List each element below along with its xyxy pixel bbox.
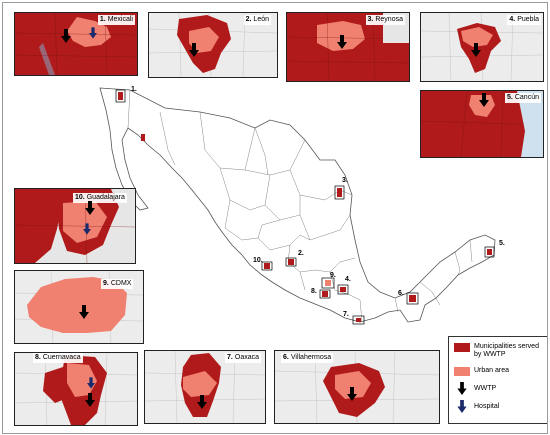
map-site-leon	[285, 257, 297, 267]
map-site-cuernavaca	[319, 289, 331, 299]
map-label-8: 8.	[311, 288, 317, 295]
legend-swatch	[454, 367, 470, 376]
wwtp-icon	[79, 305, 89, 319]
wwtp-icon	[189, 43, 199, 57]
legend-swatch	[454, 343, 470, 352]
map-label-6: 6.	[398, 290, 404, 297]
map-label-2: 2.	[298, 250, 304, 257]
legend-item-urban: Urban area	[454, 367, 509, 376]
hospital-icon	[87, 377, 95, 389]
inset-mexicali: 1. Mexicali	[14, 12, 138, 76]
map-site-puebla	[337, 284, 349, 295]
inset-reynosa: 3. Reynosa	[286, 12, 410, 82]
map-label-7: 7.	[343, 311, 349, 318]
map-label-5: 5.	[499, 240, 505, 247]
wwtp-icon	[85, 201, 95, 215]
wwtp-icon	[337, 35, 347, 49]
inset-label: 10. Guadalajara	[73, 193, 127, 203]
legend-item-wwtp: WWTP	[454, 382, 496, 395]
wwtp-icon	[471, 43, 481, 57]
legend-item-municipalities: Municipalities served by WWTP	[454, 343, 547, 359]
map-site-hermosillo	[141, 134, 145, 141]
map-label-10: 10.	[253, 257, 263, 264]
inset-cuernavaca: 8. Cuernavaca	[14, 352, 138, 426]
inset-label: 3. Reynosa	[365, 15, 405, 25]
wwtp-icon	[197, 395, 207, 409]
inset-villahermosa: 6. Villahermosa	[274, 350, 440, 424]
hospital-icon	[457, 400, 467, 413]
wwtp-icon	[61, 29, 71, 43]
inset-label: 8. Cuernavaca	[33, 353, 83, 363]
inset-label: 1. Mexicali	[97, 15, 135, 25]
map-site-oaxaca	[352, 315, 365, 325]
inset-oaxaca: 7. Oaxaca	[144, 350, 266, 424]
map-site-reynosa	[334, 185, 345, 200]
mexico-outline	[99, 87, 496, 323]
map-site-cancun	[484, 246, 495, 258]
wwtp-icon	[457, 382, 467, 395]
inset-label: 5. Cancún	[505, 93, 541, 103]
inset-label: 7. Oaxaca	[225, 353, 261, 363]
wwtp-icon	[85, 393, 95, 407]
wwtp-icon	[347, 387, 357, 401]
inset-guadalajara: 10. Guadalajara	[14, 188, 136, 264]
inset-leon: 2. León	[148, 12, 278, 78]
map-label-4: 4.	[345, 276, 351, 283]
legend: Municipalities served by WWTP Urban area…	[448, 336, 548, 424]
inset-cancun: 5. Cancún	[420, 90, 544, 158]
map-site-villahermosa	[406, 292, 419, 305]
map-site-mexicali	[115, 89, 126, 103]
map-label-3: 3.	[342, 177, 348, 184]
inset-label: 6. Villahermosa	[281, 353, 334, 363]
inset-label: 2. León	[243, 15, 271, 25]
map-label-9: 9.	[330, 272, 336, 279]
legend-item-hospital: Hospital	[454, 400, 499, 413]
map-site-cdmx	[321, 277, 335, 289]
state-boundaries	[127, 89, 473, 323]
map-site-guadalajara	[261, 261, 273, 271]
hospital-icon	[83, 223, 91, 235]
inset-puebla: 4. Puebla	[420, 12, 544, 82]
inset-label: 4. Puebla	[507, 15, 541, 25]
map-label-1: 1.	[131, 86, 137, 93]
wwtp-icon	[479, 93, 489, 107]
inset-cdmx: 9. CDMX	[14, 270, 144, 344]
hospital-icon	[89, 27, 97, 39]
inset-label: 9. CDMX	[101, 279, 134, 289]
